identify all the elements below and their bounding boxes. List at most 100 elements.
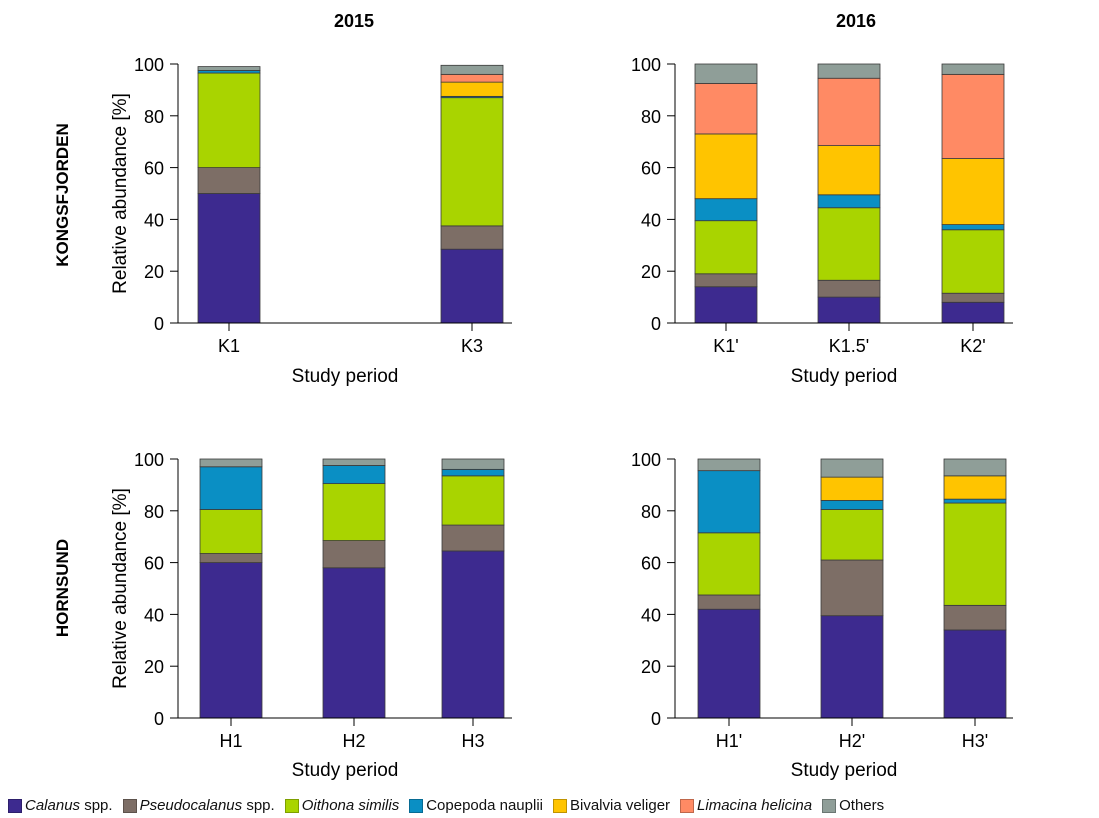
legend-label: Oithona similis: [302, 797, 400, 814]
legend-item-bivalvia: Bivalvia veliger: [552, 797, 670, 814]
y-tick-label: 40: [144, 605, 164, 625]
chart-panels: 0 20 40 60 80 100 K1 K3 Study period Relative abu…: [110, 55, 1013, 781]
bar-segment-others: [441, 458, 505, 470]
bar-segment-oithona: [322, 483, 386, 541]
bar-segment-pseudocalanus: [817, 279, 881, 298]
bar-segment-calanus: [197, 193, 261, 324]
bar-segment-pseudocalanus: [322, 540, 386, 569]
x-tick-label: K1: [218, 336, 240, 356]
legend-label-italic: Limacina helicina: [697, 797, 813, 814]
legend-swatch-others: [822, 798, 837, 813]
y-tick-label: 0: [651, 314, 661, 334]
bar-segment-others: [697, 458, 761, 472]
bar-segment-oithona: [941, 229, 1005, 294]
row-title-kongsfjorden: KONGSFJORDEN: [53, 123, 72, 267]
legend-item-others: Others: [822, 797, 884, 814]
legend-label: Others: [839, 797, 884, 814]
y-tick-label: 100: [631, 55, 661, 75]
x-axis-label: Study period: [292, 760, 399, 781]
bar-segment-bivalvia: [941, 158, 1005, 225]
x-tick-label: K3: [461, 336, 483, 356]
legend-label: Bivalvia veliger: [570, 797, 670, 814]
legend-swatch-limacina: [680, 798, 695, 813]
bar-segment-oithona: [441, 475, 505, 526]
y-tick-label: 0: [154, 709, 164, 729]
bar-segment-limacina: [440, 73, 504, 83]
bar-segment-oithona: [440, 97, 504, 227]
legend-label-text: spp.: [242, 797, 275, 814]
y-tick-label: 40: [641, 605, 661, 625]
bar-segment-copepoda: [199, 466, 263, 510]
bar-segment-calanus: [199, 562, 263, 719]
bar-segment-copepoda: [943, 498, 1007, 504]
y-tick-label: 80: [144, 107, 164, 127]
bar-segment-bivalvia: [820, 476, 884, 501]
col-title-2015: 2015: [334, 11, 374, 31]
legend-swatch-pseudocalanus: [122, 798, 137, 813]
legend: Calanus spp. Pseudocalanus spp. Oithona si…: [8, 797, 894, 814]
bar-segment-calanus: [941, 301, 1005, 324]
bar-segment-oithona: [817, 207, 881, 281]
legend-swatch-copepoda: [409, 798, 424, 813]
bar-segment-pseudocalanus: [820, 559, 884, 617]
bar-segment-oithona: [197, 72, 261, 169]
legend-item-pseudocalanus: Pseudocalanus spp.: [122, 797, 275, 814]
legend-swatch-oithona: [284, 798, 299, 813]
x-tick-label: H3': [962, 731, 988, 751]
bar-segment-others: [440, 64, 504, 75]
x-axis-label: Study period: [791, 760, 898, 781]
y-tick-label: 60: [641, 554, 661, 574]
bar-segment-calanus: [820, 615, 884, 719]
bar-segment-bivalvia: [694, 133, 758, 200]
bar-segment-oithona: [199, 509, 263, 554]
bar-segment-pseudocalanus: [440, 225, 504, 250]
legend-label: Calanus spp.: [25, 797, 113, 814]
legend-label-italic: Oithona similis: [301, 797, 400, 814]
legend-label-text: spp.: [80, 797, 113, 814]
bar-segment-others: [199, 458, 263, 468]
bar-segment-pseudocalanus: [199, 553, 263, 563]
bar-segment-copepoda: [697, 470, 761, 534]
y-tick-label: 100: [134, 450, 164, 470]
bar-segment-calanus: [697, 608, 761, 719]
bar-segment-copepoda: [322, 465, 386, 485]
y-tick-label: 100: [134, 55, 164, 75]
y-tick-label: 60: [641, 159, 661, 179]
bar-segment-oithona: [697, 532, 761, 596]
bar-segment-others: [197, 66, 261, 71]
bar-segment-pseudocalanus: [694, 273, 758, 288]
bar-segment-others: [943, 458, 1007, 477]
legend-label-text: Copepoda nauplii: [426, 797, 543, 814]
bar-segment-pseudocalanus: [197, 167, 261, 194]
bar-segment-copepoda: [441, 468, 505, 477]
y-tick-label: 20: [641, 262, 661, 282]
y-tick-label: 80: [144, 502, 164, 522]
x-tick-label: K1.5': [829, 336, 869, 356]
bar-segment-bivalvia: [943, 475, 1007, 500]
y-tick-label: 80: [641, 107, 661, 127]
bar-segment-calanus: [440, 248, 504, 324]
bar-segment-oithona: [694, 220, 758, 275]
chart-panel-2: 0 20 40 60 80 100 K1' K1.5' K2' Study period: [631, 55, 1013, 387]
legend-item-oithona: Oithona similis: [284, 797, 400, 814]
legend-label: Pseudocalanus spp.: [140, 797, 275, 814]
y-tick-label: 20: [641, 657, 661, 677]
legend-label-text: Others: [839, 797, 885, 814]
x-tick-label: K1': [713, 336, 738, 356]
bar-segment-pseudocalanus: [697, 594, 761, 610]
bar-segment-calanus: [441, 550, 505, 719]
y-tick-label: 0: [154, 314, 164, 334]
legend-swatch-calanus: [8, 798, 22, 813]
x-tick-label: H2: [342, 731, 365, 751]
y-tick-label: 0: [651, 709, 661, 729]
bar-segment-bivalvia: [440, 81, 504, 97]
bar-segment-limacina: [941, 73, 1005, 159]
legend-label: Copepoda nauplii: [426, 797, 543, 814]
bar-segment-copepoda: [694, 198, 758, 222]
x-axis-label: Study period: [791, 366, 898, 387]
bar-segment-bivalvia: [817, 145, 881, 196]
y-axis-label: Relative abundance [%]: [110, 93, 131, 294]
x-tick-label: H1: [219, 731, 242, 751]
bar-segment-limacina: [817, 77, 881, 146]
